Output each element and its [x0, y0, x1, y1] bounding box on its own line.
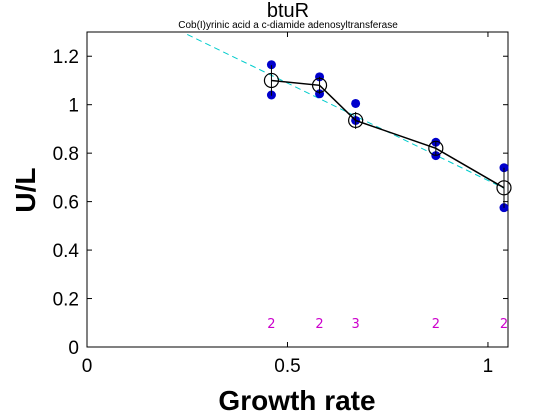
fit-line	[187, 33, 505, 189]
y-axis-label: U/L	[10, 167, 41, 212]
y-tick-label: 0.2	[53, 290, 79, 311]
replicate-point	[351, 98, 361, 108]
mean-marker	[496, 180, 512, 196]
y-tick-label: 0.4	[53, 241, 80, 262]
chart-subtitle: Cob(I)yrinic acid a c-diamide adenosyltr…	[178, 20, 398, 31]
replicate-count: 3	[351, 317, 359, 332]
x-tick-label: 0	[82, 356, 93, 377]
mean-marker	[348, 112, 364, 129]
y-tick-label: 1.2	[53, 47, 79, 68]
replicate-count: 2	[500, 317, 508, 332]
chart-title: btuR	[267, 0, 309, 22]
replicate-point	[266, 60, 276, 70]
replicate-count: 2	[267, 317, 275, 332]
replicate-count: 2	[315, 317, 323, 332]
mean-marker	[311, 77, 328, 93]
mean-marker	[428, 140, 444, 156]
x-axis-label: Growth rate	[218, 385, 375, 416]
x-tick-label: 1	[483, 356, 494, 377]
y-tick-label: 1	[68, 96, 79, 117]
plot-area	[86, 31, 509, 348]
y-tick-label: 0.6	[53, 193, 79, 214]
mean-marker	[263, 72, 280, 89]
replicate-count: 2	[432, 317, 440, 332]
x-tick-label: 0.5	[274, 356, 300, 377]
y-tick-label: 0.8	[53, 144, 79, 165]
y-tick-label: 0	[68, 338, 79, 359]
